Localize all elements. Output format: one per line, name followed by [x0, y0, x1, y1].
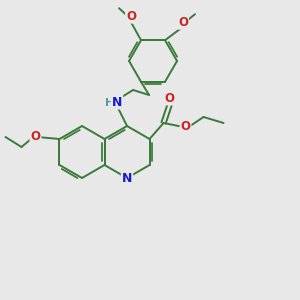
Text: N: N	[112, 95, 122, 109]
Text: N: N	[122, 172, 132, 184]
Text: O: O	[181, 121, 190, 134]
Text: O: O	[31, 130, 40, 142]
Text: O: O	[178, 16, 188, 29]
Text: O: O	[126, 10, 136, 23]
Text: O: O	[164, 92, 175, 104]
Text: H: H	[105, 98, 115, 108]
